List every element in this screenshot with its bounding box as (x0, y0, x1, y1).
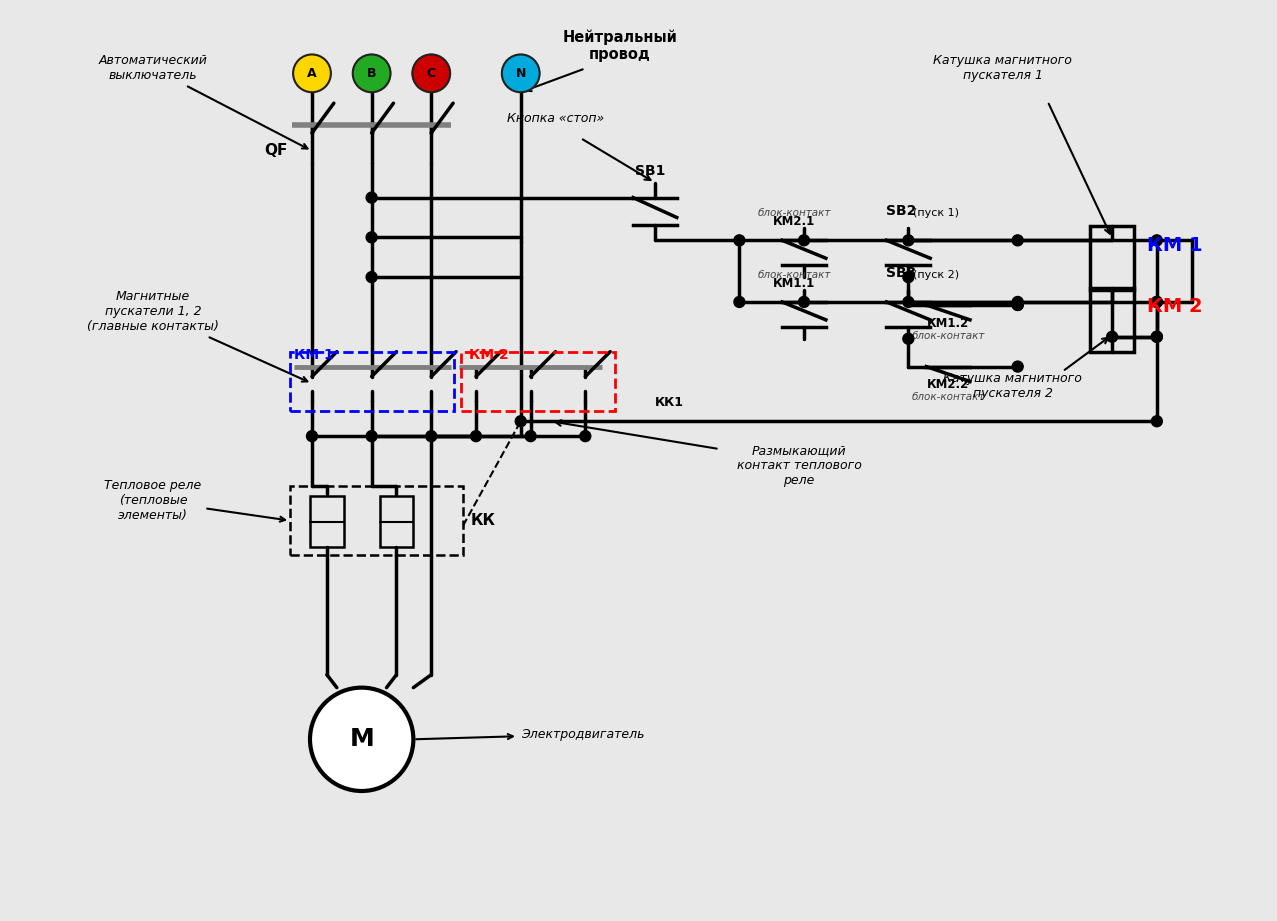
Circle shape (502, 54, 540, 92)
Text: QF: QF (264, 144, 287, 158)
Circle shape (306, 431, 318, 441)
Text: Нейтральный
провод: Нейтральный провод (563, 29, 678, 62)
Circle shape (425, 431, 437, 441)
Circle shape (294, 54, 331, 92)
Circle shape (470, 431, 481, 441)
Text: Кнопка «стоп»: Кнопка «стоп» (507, 111, 604, 124)
Text: КМ 2: КМ 2 (1147, 297, 1203, 317)
Text: Катушка магнитного
пускателя 1: Катушка магнитного пускателя 1 (933, 54, 1073, 82)
Circle shape (1013, 361, 1023, 372)
Circle shape (734, 235, 744, 246)
Circle shape (734, 297, 744, 308)
Text: A: A (308, 67, 317, 80)
Bar (379, 495, 414, 547)
Circle shape (352, 54, 391, 92)
Text: КМ 2: КМ 2 (469, 347, 508, 362)
Text: Электродвигатель: Электродвигатель (416, 728, 644, 740)
Text: КМ1.2: КМ1.2 (927, 317, 969, 330)
Circle shape (366, 431, 377, 441)
Text: блок-контакт: блок-контакт (912, 392, 985, 402)
Circle shape (1107, 332, 1117, 343)
Circle shape (1152, 332, 1162, 343)
Circle shape (1152, 332, 1162, 343)
Circle shape (903, 272, 914, 283)
Text: N: N (516, 67, 526, 80)
Text: Размыкающий
контакт теплового
реле: Размыкающий контакт теплового реле (737, 445, 862, 487)
Bar (310, 495, 344, 547)
Text: КМ 1: КМ 1 (294, 347, 333, 362)
Text: SB1: SB1 (635, 164, 665, 178)
Bar (1091, 227, 1134, 290)
Text: КК: КК (471, 513, 495, 528)
Text: М: М (350, 728, 374, 752)
Text: (пуск 1): (пуск 1) (913, 208, 959, 218)
Text: Автоматический
выключатель: Автоматический выключатель (98, 54, 308, 148)
Text: SB3: SB3 (886, 266, 917, 280)
Text: блок-контакт: блок-контакт (757, 208, 831, 218)
Text: Катушка магнитного
пускателя 2: Катушка магнитного пускателя 2 (944, 372, 1082, 401)
Circle shape (515, 415, 526, 426)
Circle shape (310, 688, 414, 791)
Circle shape (903, 297, 914, 308)
Text: (пуск 2): (пуск 2) (913, 270, 959, 280)
Circle shape (580, 431, 591, 441)
Circle shape (1013, 299, 1023, 310)
Circle shape (412, 54, 451, 92)
Text: блок-контакт: блок-контакт (757, 270, 831, 280)
Circle shape (525, 431, 536, 441)
Circle shape (1013, 235, 1023, 246)
Text: блок-контакт: блок-контакт (912, 331, 985, 341)
Text: КМ2.2: КМ2.2 (927, 379, 969, 391)
Circle shape (366, 272, 377, 283)
Text: B: B (366, 67, 377, 80)
Circle shape (366, 192, 377, 203)
Circle shape (903, 333, 914, 344)
Circle shape (366, 232, 377, 243)
Circle shape (1152, 297, 1162, 308)
Circle shape (1152, 235, 1162, 246)
Text: КМ1.1: КМ1.1 (773, 277, 815, 290)
Text: Тепловое реле
(тепловые
элементы): Тепловое реле (тепловые элементы) (105, 479, 285, 522)
Circle shape (1013, 299, 1023, 310)
Text: C: C (427, 67, 435, 80)
Circle shape (1152, 297, 1162, 308)
Circle shape (798, 297, 810, 308)
Text: КМ 1: КМ 1 (1147, 236, 1203, 255)
Circle shape (1152, 415, 1162, 426)
Circle shape (798, 235, 810, 246)
Text: КК1: КК1 (655, 396, 684, 409)
Circle shape (903, 235, 914, 246)
Circle shape (1013, 297, 1023, 308)
Text: SB2: SB2 (886, 204, 917, 218)
Text: КМ2.1: КМ2.1 (773, 216, 815, 228)
Bar (1091, 288, 1134, 352)
Text: Магнитные
пускатели 1, 2
(главные контакты): Магнитные пускатели 1, 2 (главные контак… (87, 290, 308, 381)
